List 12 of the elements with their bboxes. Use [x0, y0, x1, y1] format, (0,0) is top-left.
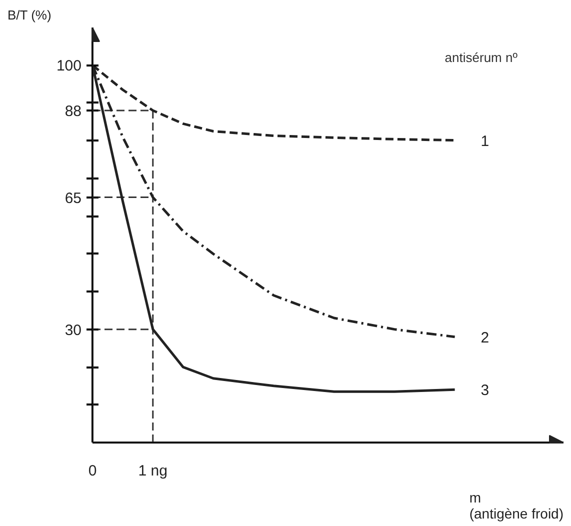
y-tick-label: 30 [64, 322, 82, 339]
x-axis-title: m (antigène froid) [469, 490, 564, 522]
series-label: 3 [480, 382, 490, 400]
y-tick-label: 88 [64, 103, 82, 120]
series-label: 2 [480, 329, 490, 346]
y-tick-label: 100 [56, 58, 82, 75]
annotation: antisérum nº [444, 50, 518, 65]
y-axis-title: B/T (%) [8, 8, 52, 22]
y-tick-label: 65 [64, 190, 82, 207]
x-tick-label: 1 ng [138, 462, 168, 480]
series-label: 1 [480, 132, 490, 150]
x-tick-label: 0 [88, 462, 97, 480]
